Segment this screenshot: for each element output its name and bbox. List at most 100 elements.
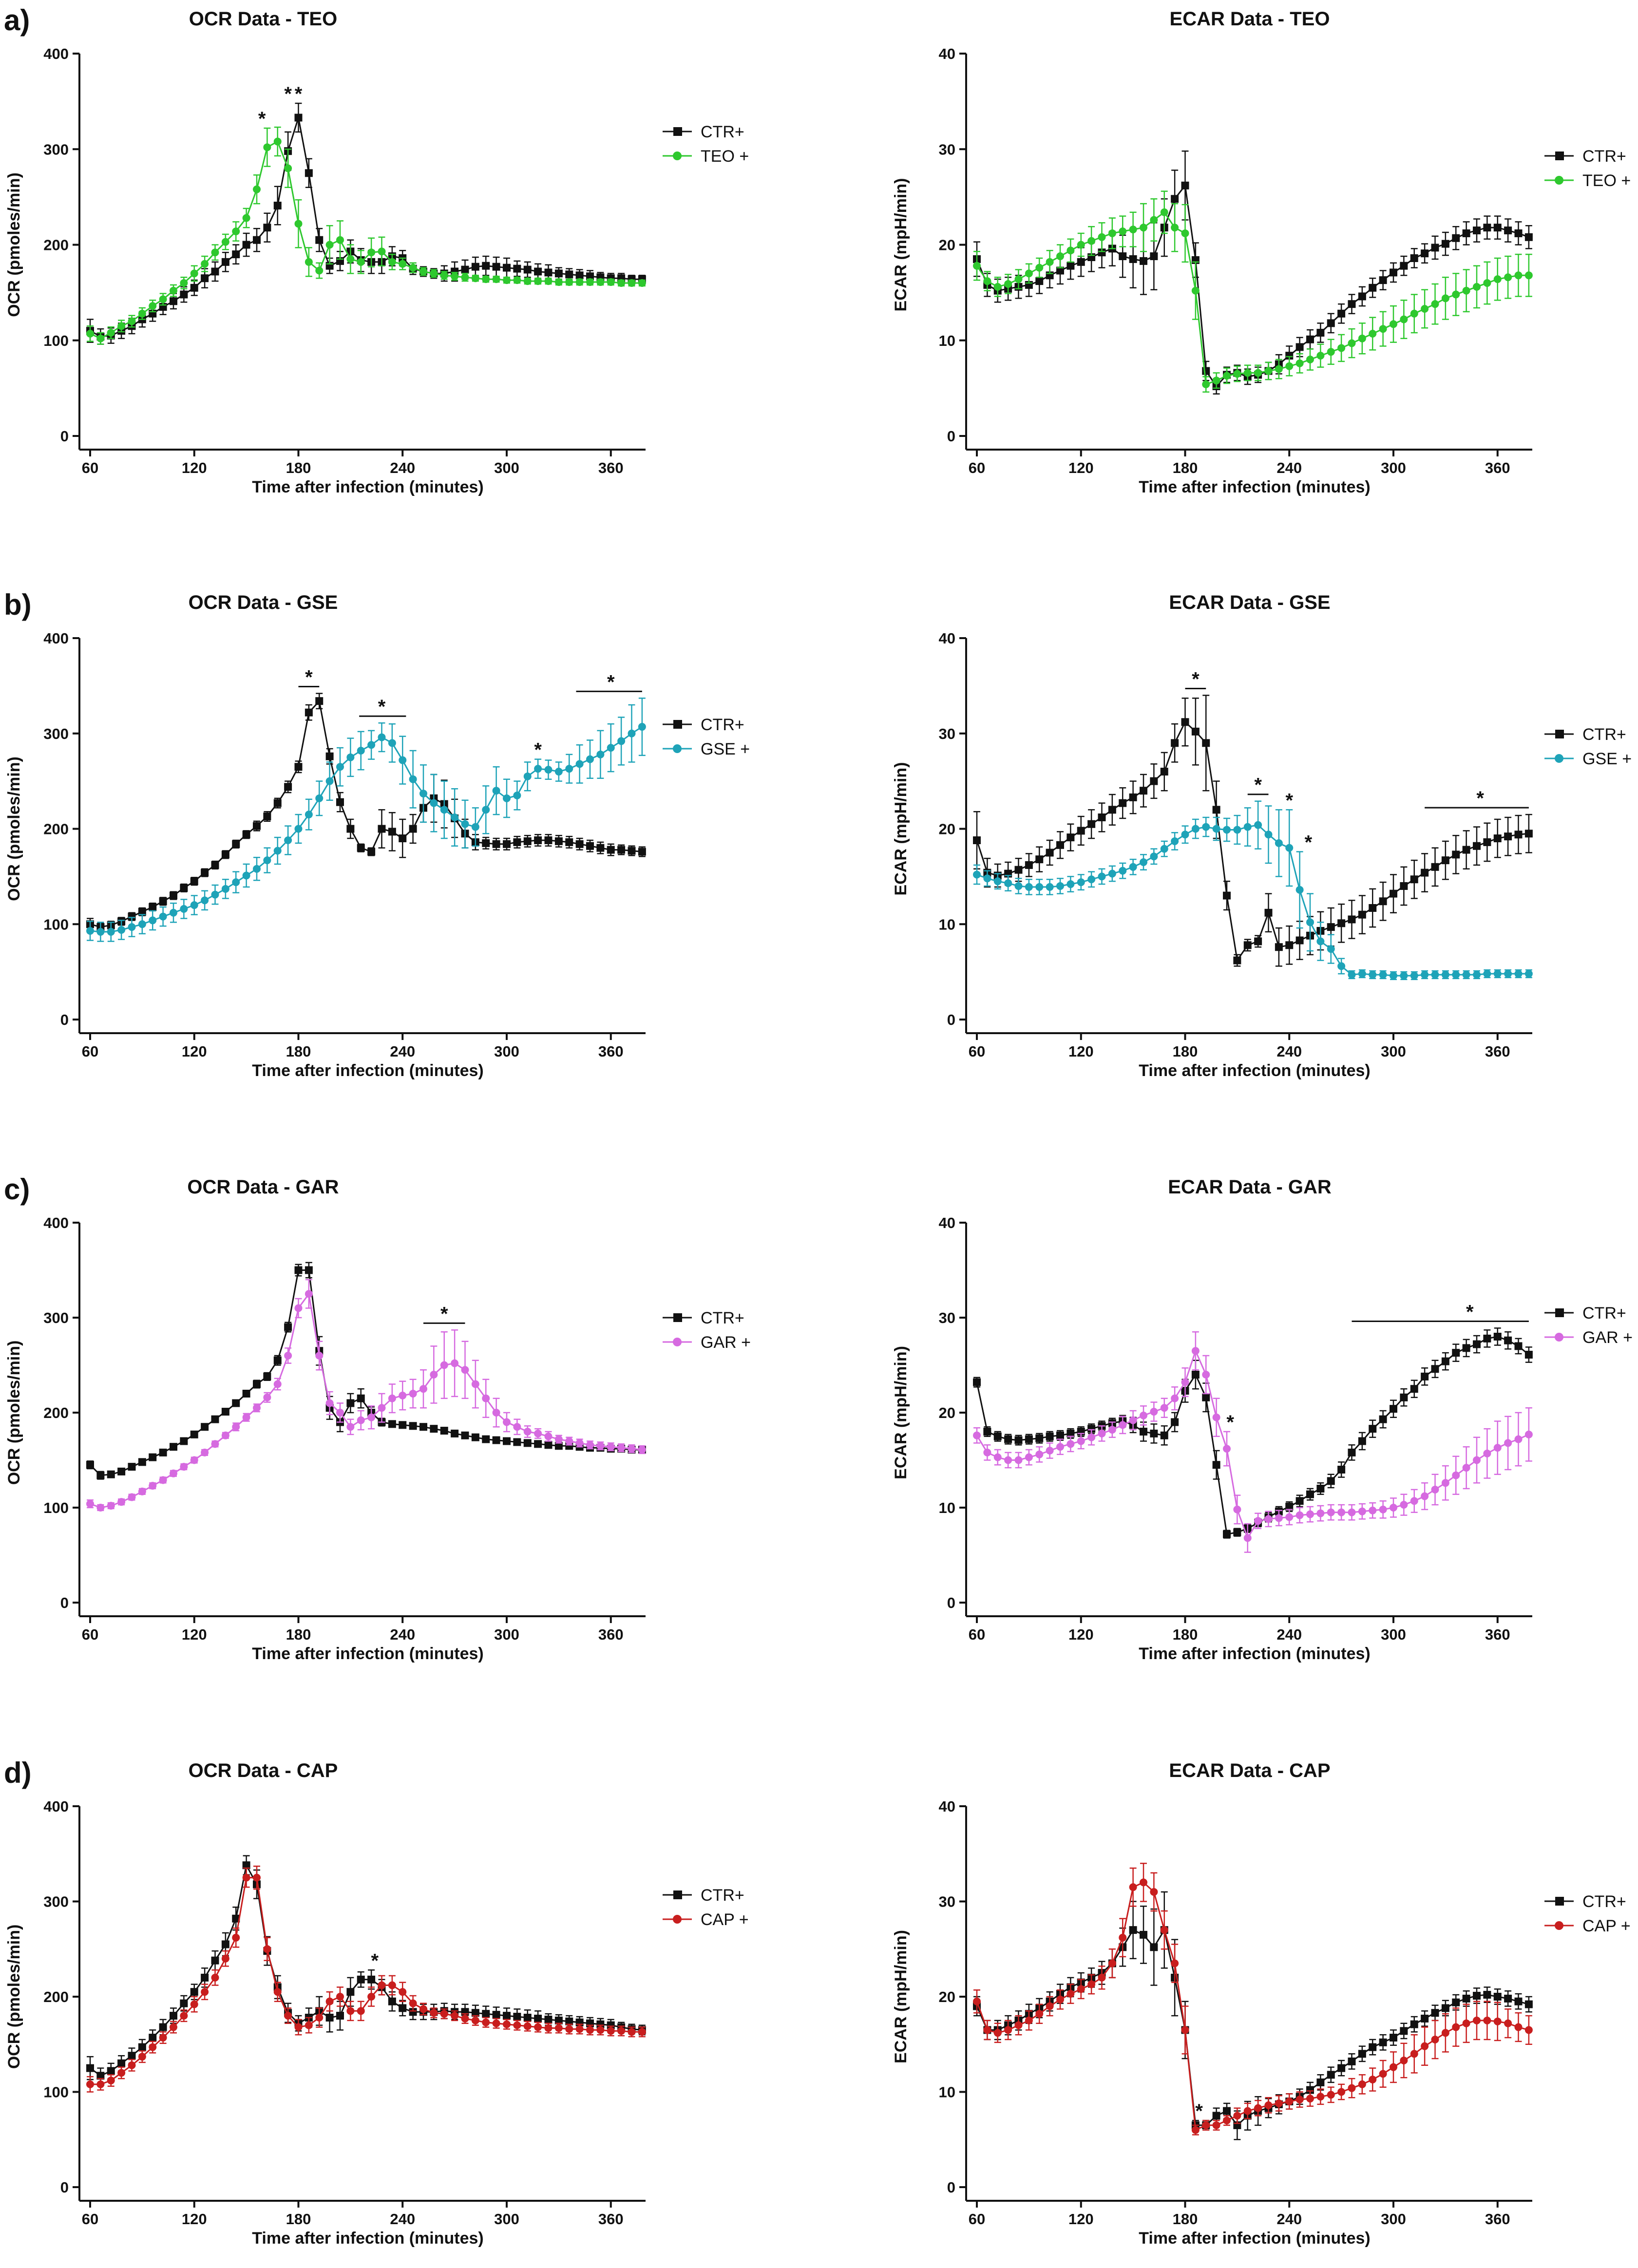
y-tick-label: 20 [939,1404,955,1421]
data-point [973,1997,981,2005]
data-point [284,1352,292,1360]
x-tick-label: 60 [82,2211,98,2228]
data-point [1233,1505,1241,1513]
data-point [1452,290,1460,299]
data-point [1129,1926,1137,1934]
data-point [503,1437,511,1445]
y-tick-label: 10 [939,2084,955,2101]
data-point [1410,875,1418,884]
data-point [554,2024,563,2032]
significance-star: * [305,667,313,688]
data-point [221,1954,229,1963]
data-point [451,1359,459,1367]
chart-ocr-teo: OCR Data - TEO 0 100 200 300 400 60 120 180 240 30… [5,8,749,496]
data-point [138,2053,146,2061]
data-point [638,848,646,856]
data-point [1014,882,1023,890]
data-point [1181,2026,1189,2034]
y-tick-label: 200 [43,237,69,254]
chart-title: ECAR Data - GSE [1169,592,1330,613]
series-ctr [86,693,646,932]
data-point [596,1442,605,1450]
data-point [242,1413,250,1421]
x-tick-label: 240 [390,2211,415,2228]
data-point [983,1448,991,1456]
data-point [544,277,552,285]
data-point [180,884,188,892]
data-point [471,2016,479,2024]
y-tick-label: 10 [939,916,955,933]
legend-marker [673,744,682,753]
data-point [1421,249,1429,258]
data-point [1119,799,1127,807]
data-point [523,2022,532,2030]
data-point [315,697,324,705]
legend-item: GSE + [1544,750,1632,768]
data-point [1295,1511,1304,1519]
data-point [1223,372,1231,380]
y-tick-label: 40 [939,1214,955,1231]
data-point [1493,2017,1502,2025]
data-point [617,737,626,745]
data-point [367,1413,376,1421]
data-point [1077,1985,1085,1993]
data-point [1035,1434,1044,1442]
data-point [1285,362,1294,370]
data-point [1150,852,1158,861]
data-point [409,2008,417,2016]
data-point [451,1429,459,1437]
y-tick-label: 100 [43,332,69,349]
data-point [1046,1432,1054,1440]
data-point [232,250,240,259]
data-point [1514,229,1523,237]
data-point [565,2017,573,2025]
y-tick-label: 100 [43,916,69,933]
data-point [149,2034,157,2042]
data-point [1119,1421,1127,1429]
data-point [1108,1426,1116,1434]
data-point [1421,1492,1429,1500]
data-point [96,334,105,342]
data-point [1285,844,1294,852]
data-point [1316,1509,1325,1517]
data-point [1514,831,1523,839]
data-point [1358,1437,1366,1445]
data-point [419,790,427,798]
x-axis-title: Time after infection (minutes) [252,478,483,496]
data-point [1306,1490,1314,1498]
data-point [346,753,355,761]
data-point [482,839,490,847]
y-tick-label: 30 [939,141,955,158]
data-point [180,279,188,287]
legend-marker [1555,1333,1563,1342]
significance-star: * [1195,2100,1203,2122]
data-point [170,908,177,917]
data-point [1233,826,1241,834]
data-point [492,1436,500,1444]
data-point [1035,277,1044,285]
data-point [242,1390,250,1398]
data-point [1035,1450,1044,1458]
x-tick-label: 60 [969,1626,985,1643]
data-point [190,2000,198,2008]
data-point [378,733,386,741]
data-point [346,2007,355,2015]
data-point [1421,304,1429,313]
data-point [607,744,615,752]
data-point [1390,320,1397,328]
data-point [1160,768,1168,776]
data-point [128,2052,136,2060]
data-point [1358,2080,1366,2088]
data-point [617,846,626,854]
x-tick-label: 120 [1068,459,1094,476]
data-point [138,907,146,916]
data-point [284,836,292,844]
data-point [628,1445,636,1453]
legend-label: TEO + [1582,171,1631,190]
data-point [1243,941,1252,949]
data-point [1119,227,1127,236]
data-point [1264,831,1273,839]
data-point [596,2026,605,2034]
data-point [263,1945,271,1953]
data-point [523,1428,532,1436]
